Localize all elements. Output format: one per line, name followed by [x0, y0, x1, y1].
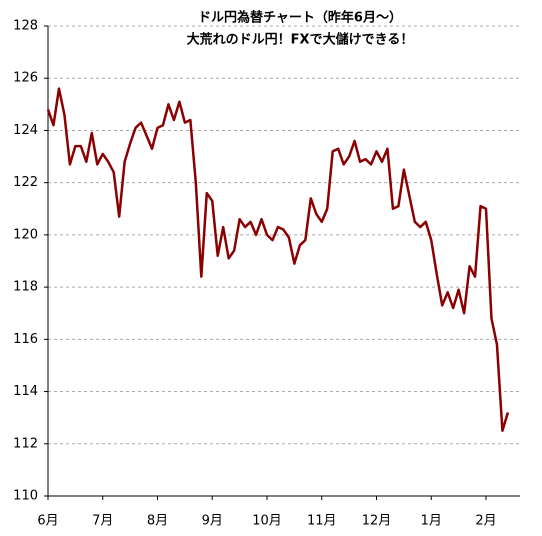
chart-subtitle: 大荒れのドル円！FXで大儲けできる！	[187, 32, 414, 48]
y-tick-label: 116	[13, 332, 38, 347]
y-tick-label: 126	[13, 71, 38, 86]
x-tick-label: 8月	[147, 514, 168, 529]
y-tick-label: 124	[13, 123, 38, 138]
x-tick-label: 11月	[307, 514, 337, 529]
x-tick-label: 7月	[92, 514, 113, 529]
x-tick-label: 10月	[252, 514, 282, 529]
x-tick-label: 9月	[202, 514, 223, 529]
y-tick-label: 122	[13, 175, 38, 190]
y-tick-label: 120	[13, 227, 38, 242]
y-tick-label: 118	[13, 280, 38, 295]
y-tick-label: 128	[13, 19, 38, 34]
x-tick-label: 12月	[362, 514, 392, 529]
price-line	[46, 87, 510, 432]
y-tick-label: 112	[13, 436, 38, 451]
chart-title: ドル円為替チャート（昨年6月～）	[198, 10, 402, 26]
y-tick-label: 110	[13, 489, 38, 504]
y-tick-label: 114	[13, 384, 38, 399]
x-tick-label: 6月	[37, 514, 58, 529]
x-tick-label: 1月	[421, 514, 442, 529]
x-tick-label: 2月	[475, 514, 496, 529]
